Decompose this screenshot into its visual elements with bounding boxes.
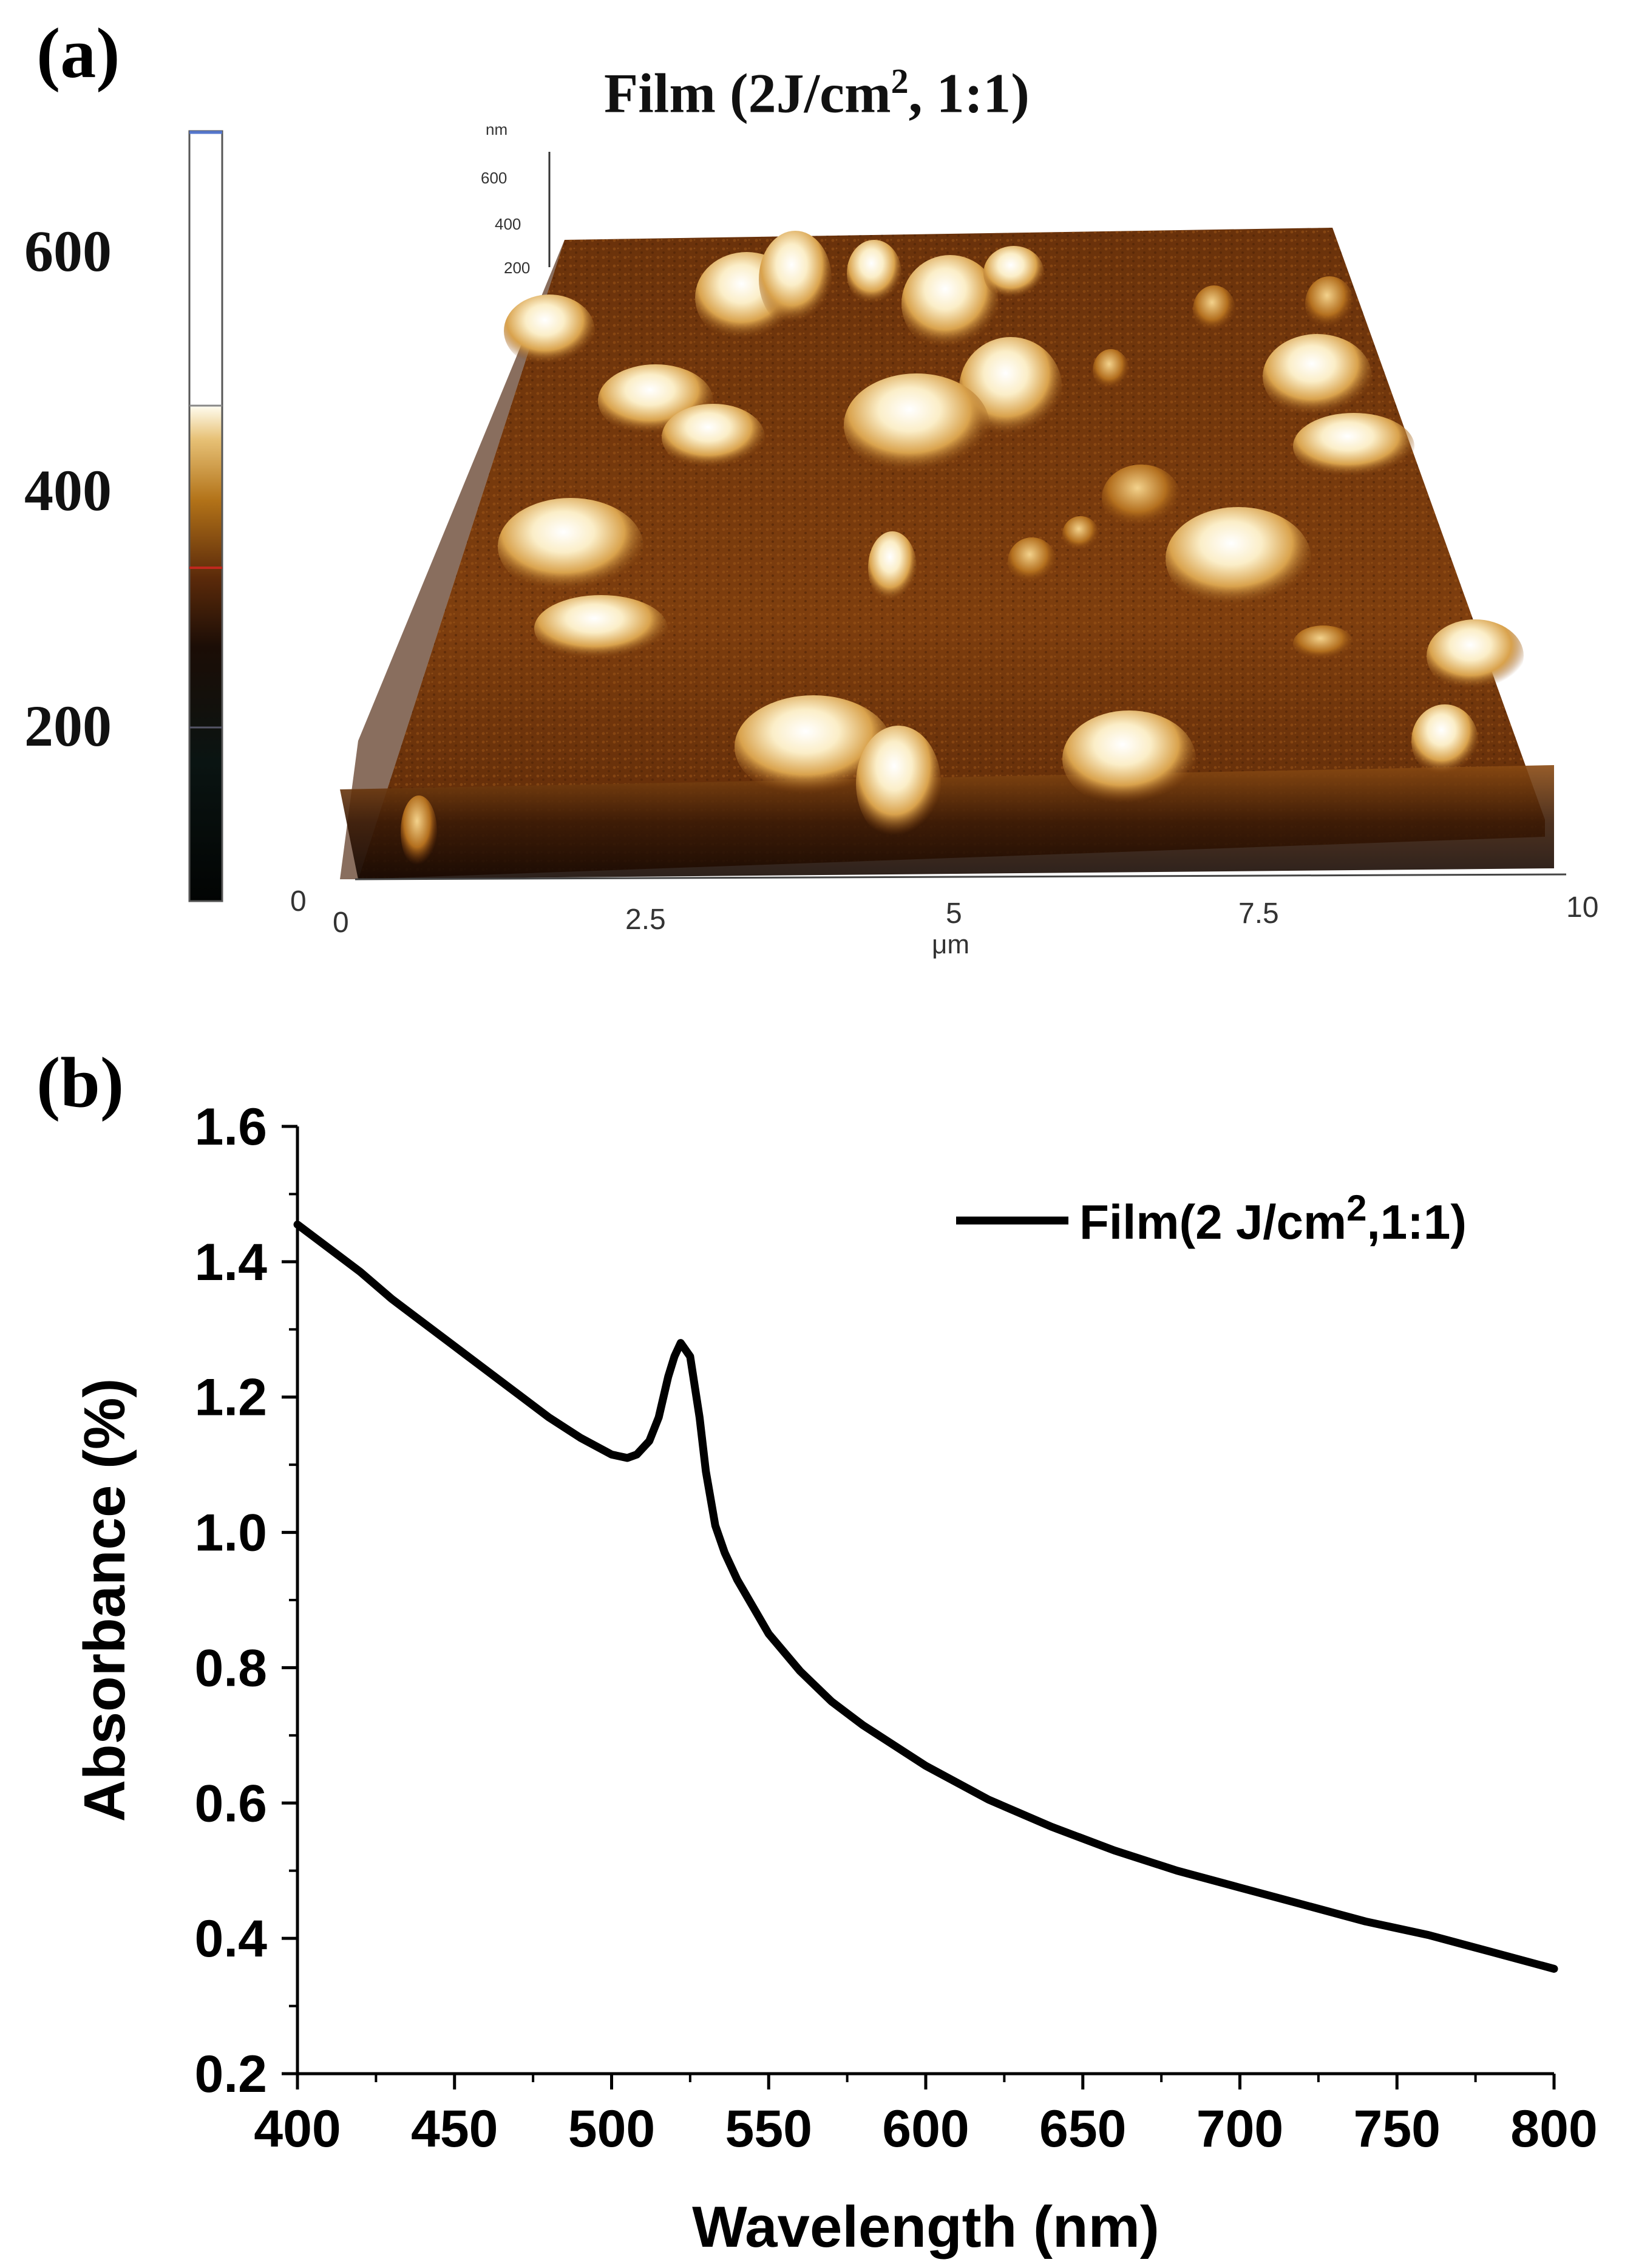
x-tick-label: 450 <box>411 2100 498 2158</box>
chart-ticks: 400 450 500 550 600 650 700 750 800 0.2 0.4 0.6 0.8 1… <box>194 1098 1597 2158</box>
chart-labels: Wavelength (nm) Absorbance (%) <box>72 1378 1159 2259</box>
legend-label: Film(2 J/cm2,1:1) <box>1079 1188 1467 1249</box>
x-axis-title: Wavelength (nm) <box>692 2195 1159 2259</box>
x-tick-label: 500 <box>568 2100 656 2158</box>
x-tick-label: 400 <box>254 2100 341 2158</box>
chart-axes <box>296 1126 1554 2076</box>
y-axis-title: Absorbance (%) <box>72 1378 137 1822</box>
x-tick-label: 750 <box>1354 2100 1441 2158</box>
y-tick-label: 1.6 <box>194 1098 267 1156</box>
afm-x-tick-7.5: 7.5 <box>1238 897 1279 930</box>
afm-features <box>401 231 1524 868</box>
x-tick-label: 600 <box>882 2100 969 2158</box>
panel-a-label: (a) <box>36 13 120 93</box>
x-tick-label: 700 <box>1196 2100 1284 2158</box>
colorbar-tick-200: 200 <box>24 693 112 758</box>
afm-title: Film (2J/cm2, 1:1) <box>604 61 1030 124</box>
panel-b-label: (b) <box>36 1043 124 1122</box>
afm-surface-front <box>340 765 1554 879</box>
afm-x-tick-2.5: 2.5 <box>625 904 666 936</box>
afm-x-tick-0: 0 <box>333 907 349 939</box>
y-tick-label: 0.2 <box>194 2045 267 2103</box>
x-tick-label: 550 <box>725 2100 813 2158</box>
afm-x-unit: μm <box>932 930 969 959</box>
afm-x-tick-5: 5 <box>946 897 962 930</box>
y-tick-label: 0.4 <box>194 1910 267 1968</box>
z-tick-200: 200 <box>504 259 530 277</box>
afm-corner-tick: 0 <box>290 885 307 918</box>
afm-surface-left-wall <box>340 240 565 879</box>
z-tick-400: 400 <box>495 215 521 233</box>
colorbar-tick-400: 400 <box>24 458 112 523</box>
chart-legend: Film(2 J/cm2,1:1) <box>956 1188 1467 1249</box>
y-tick-label: 1.4 <box>194 1233 267 1292</box>
y-tick-label: 0.6 <box>194 1774 267 1833</box>
series-line <box>293 1221 1558 1973</box>
colorbar-tick-600: 600 <box>24 219 112 284</box>
x-tick-label: 650 <box>1039 2100 1127 2158</box>
z-tick-600: 600 <box>481 169 507 187</box>
y-tick-label: 1.2 <box>194 1369 267 1427</box>
afm-x-tick-10: 10 <box>1566 891 1598 924</box>
z-axis-unit: nm <box>486 120 507 138</box>
afm-topography-image: nm 600 400 200 <box>188 120 1598 959</box>
chart-series <box>293 1221 1558 1973</box>
x-tick-label: 800 <box>1510 2100 1598 2158</box>
y-tick-label: 0.8 <box>194 1639 267 1697</box>
y-tick-label: 1.0 <box>194 1504 267 1562</box>
